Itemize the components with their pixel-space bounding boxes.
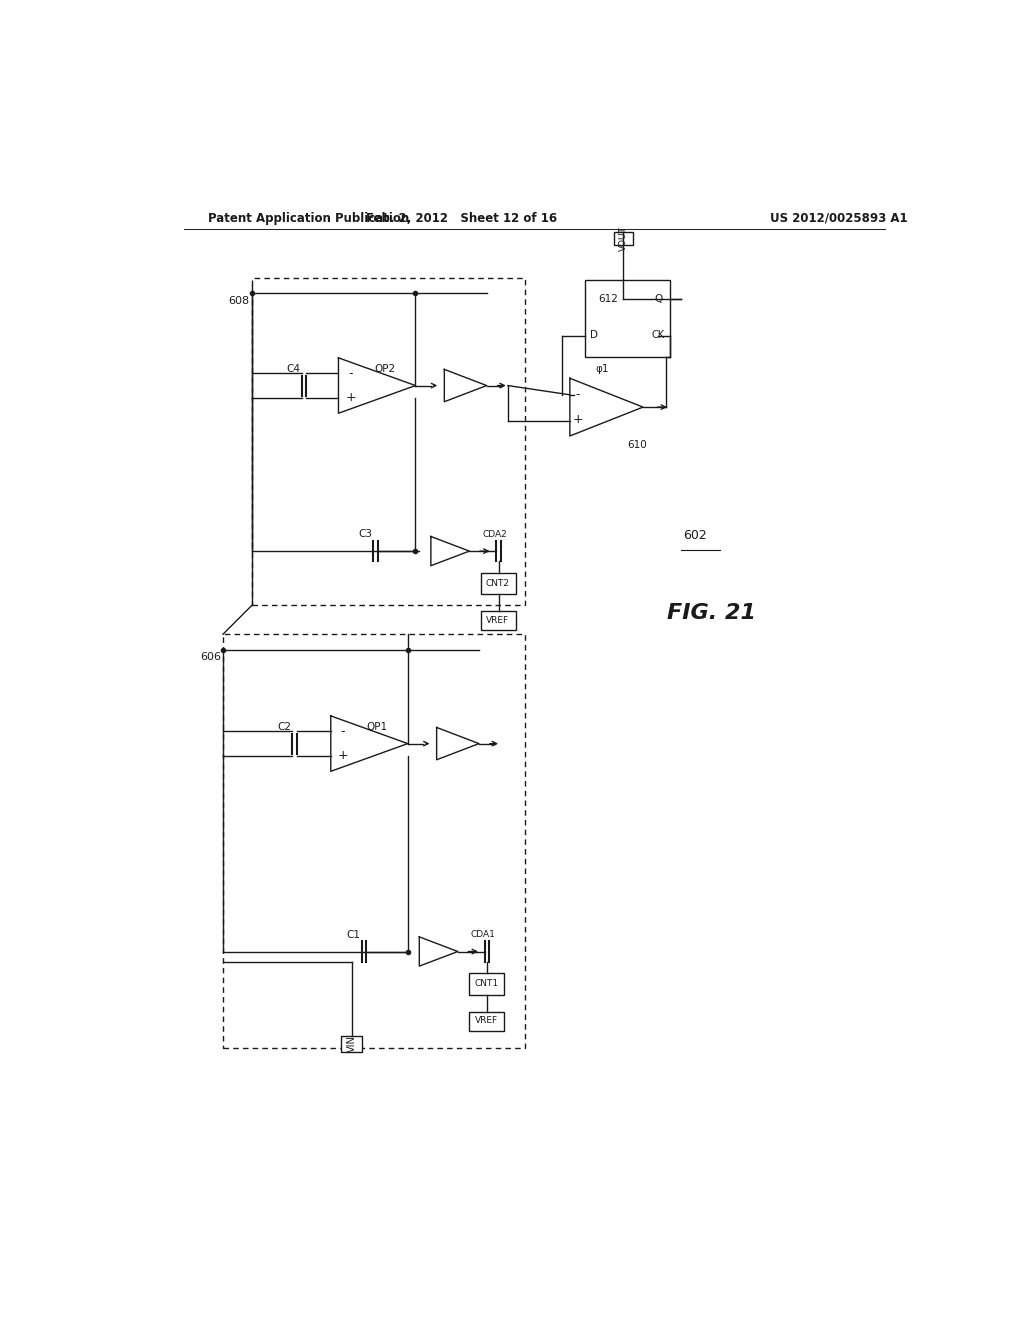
Text: VIN: VIN xyxy=(346,1035,356,1052)
Text: +: + xyxy=(572,413,583,426)
Text: C4: C4 xyxy=(287,363,301,374)
Text: +: + xyxy=(345,391,356,404)
Text: US 2012/0025893 A1: US 2012/0025893 A1 xyxy=(770,213,907,224)
Text: D: D xyxy=(590,330,598,341)
Text: 602: 602 xyxy=(683,529,708,543)
Text: CDA1: CDA1 xyxy=(471,931,496,939)
Bar xyxy=(252,277,524,605)
Text: Patent Application Publication: Patent Application Publication xyxy=(208,213,409,224)
Bar xyxy=(469,1011,504,1031)
Bar xyxy=(614,231,633,246)
Text: C2: C2 xyxy=(278,722,292,731)
Text: VREF: VREF xyxy=(475,1016,498,1026)
Text: C3: C3 xyxy=(358,529,373,539)
Bar xyxy=(469,973,504,995)
Text: φ1: φ1 xyxy=(596,364,609,374)
Text: C1: C1 xyxy=(347,929,360,940)
Text: Feb. 2, 2012   Sheet 12 of 16: Feb. 2, 2012 Sheet 12 of 16 xyxy=(367,213,557,224)
Text: OP2: OP2 xyxy=(374,363,395,374)
Text: 610: 610 xyxy=(627,441,647,450)
Text: OP1: OP1 xyxy=(367,722,387,731)
Bar xyxy=(223,635,525,1048)
Text: FIG. 21: FIG. 21 xyxy=(668,603,757,623)
Text: 606: 606 xyxy=(200,652,221,663)
Bar xyxy=(481,573,515,594)
Text: Q: Q xyxy=(654,294,663,305)
Bar xyxy=(585,280,670,358)
Text: VREF: VREF xyxy=(486,616,509,624)
Text: -: - xyxy=(575,388,580,401)
Text: VOUT: VOUT xyxy=(618,226,628,251)
Text: 608: 608 xyxy=(227,296,249,306)
Bar xyxy=(481,611,515,631)
Text: +: + xyxy=(338,750,348,763)
Text: 612: 612 xyxy=(598,294,617,305)
Text: -: - xyxy=(341,725,345,738)
Text: CNT2: CNT2 xyxy=(485,579,510,587)
Text: -: - xyxy=(348,367,353,380)
Text: CDA2: CDA2 xyxy=(482,529,507,539)
Text: CNT1: CNT1 xyxy=(474,979,499,989)
Text: CK: CK xyxy=(651,330,665,341)
Bar xyxy=(341,1036,362,1052)
